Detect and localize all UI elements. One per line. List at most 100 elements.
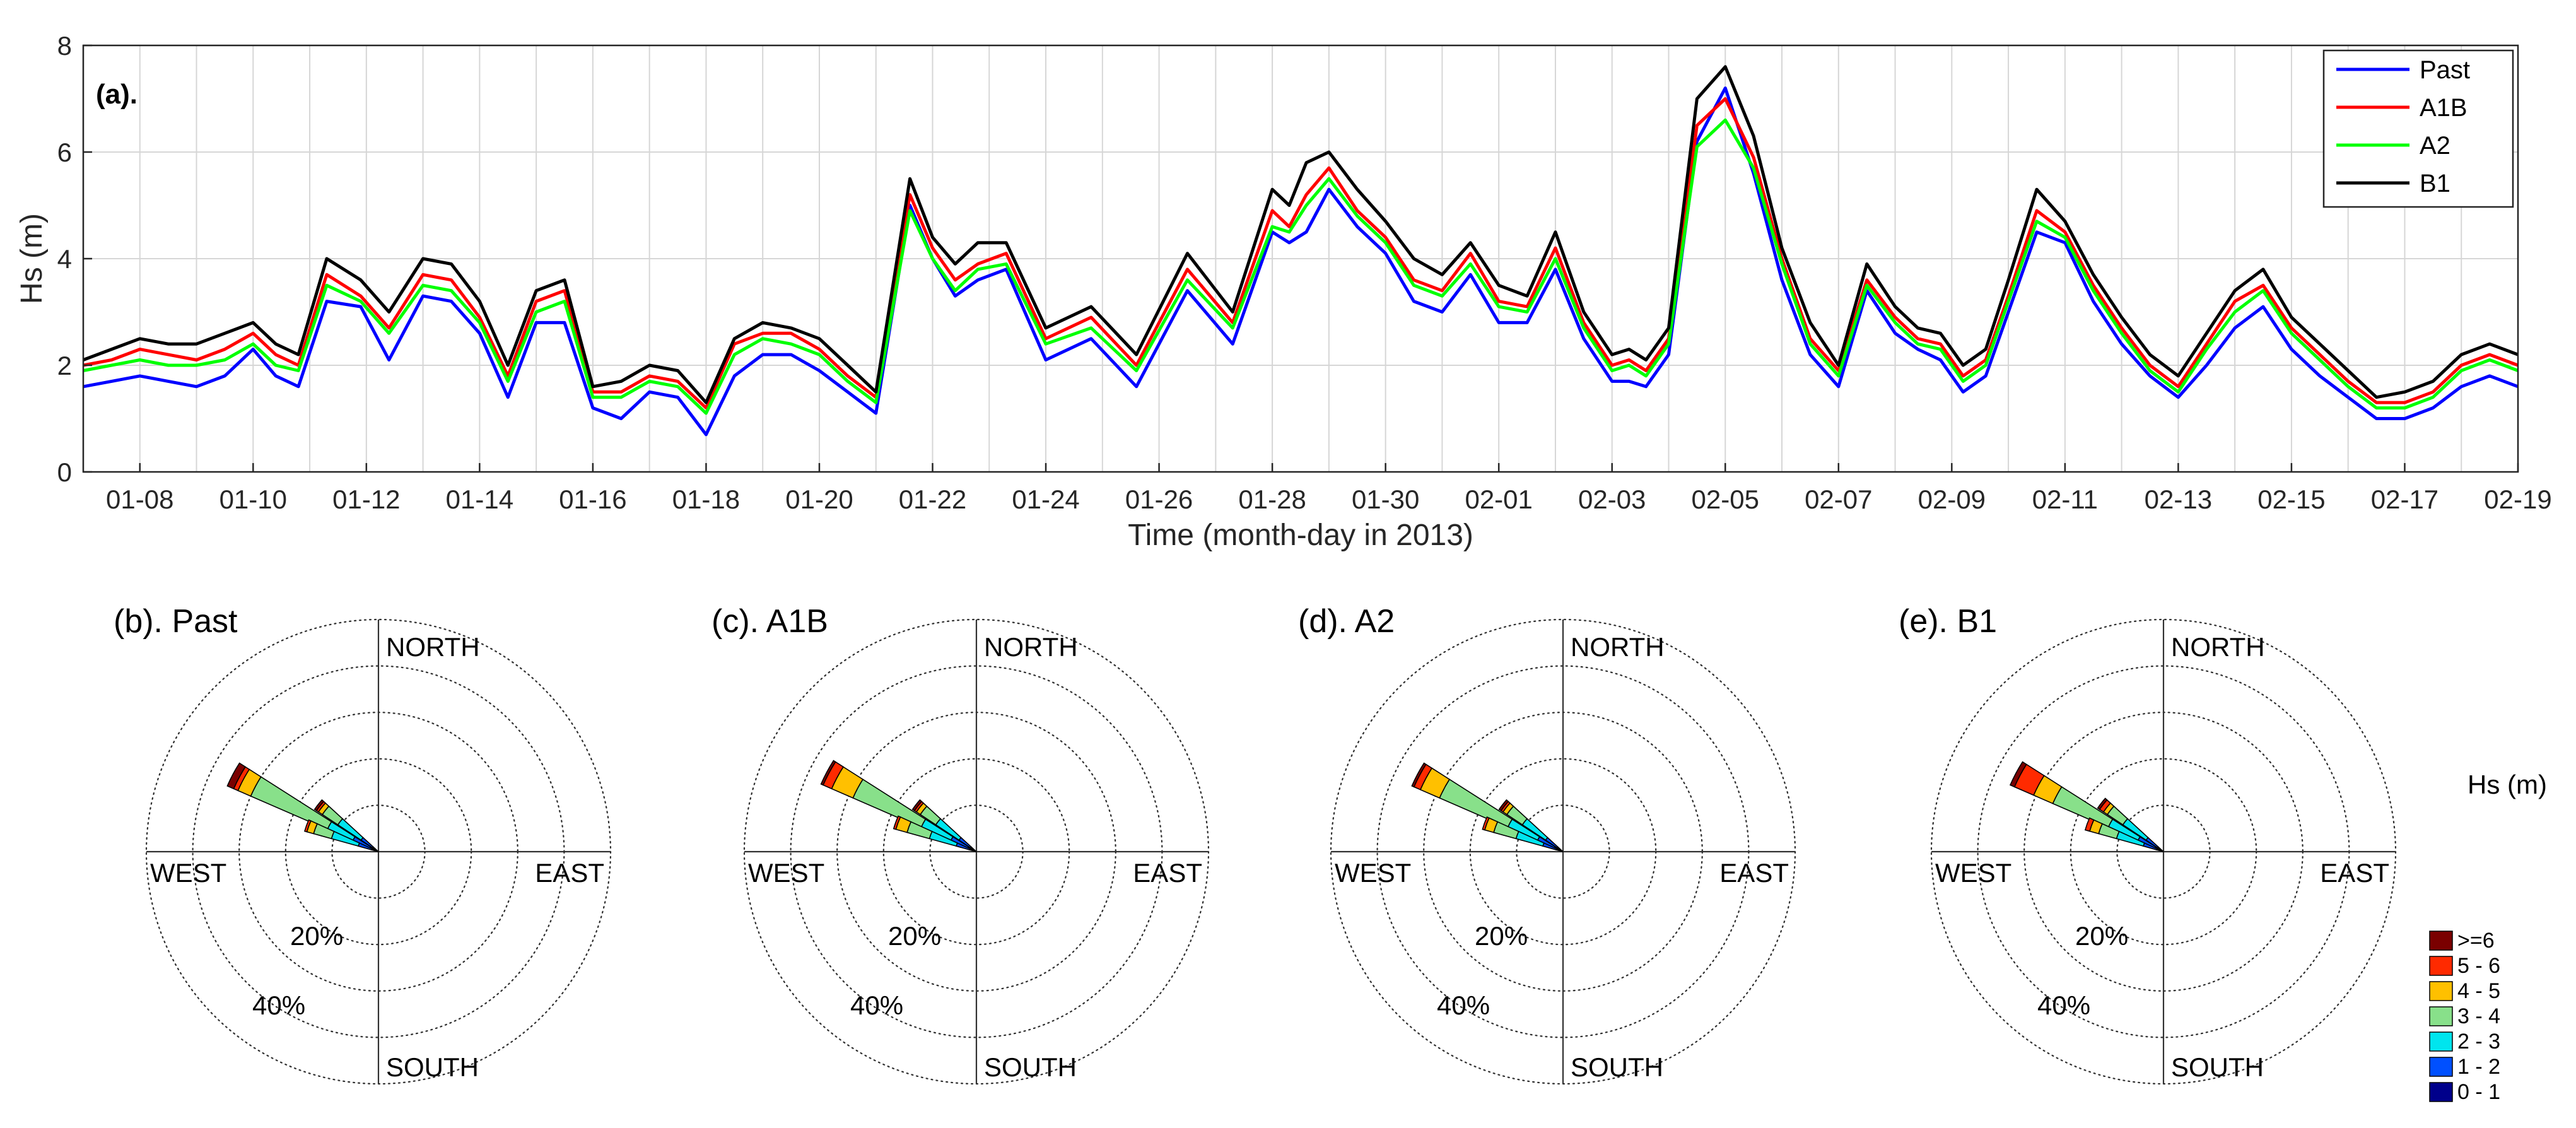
x-tick-label: 01-10 (220, 485, 287, 514)
label-east: EAST (535, 858, 604, 888)
x-axis-ticks: 01-08 01-10 01-12 01-14 01-16 01-18 01-20 01-22… (106, 463, 2552, 514)
hs-legend-label: >=6 (2457, 929, 2495, 953)
rose-wedge-segment (820, 760, 836, 786)
label-south: SOUTH (2171, 1052, 2264, 1082)
x-tick-label: 02-19 (2484, 485, 2551, 514)
series-line-a2 (83, 118, 2519, 415)
hs-legend-label: 0 - 1 (2457, 1080, 2500, 1104)
series-line-b1 (83, 65, 2519, 404)
x-tick-label: 01-22 (899, 485, 966, 514)
label-north: NORTH (386, 632, 480, 662)
hs-legend-label: 3 - 4 (2457, 1004, 2500, 1028)
label-north: NORTH (2171, 632, 2265, 662)
ring-label-20: 20% (1475, 921, 1528, 951)
x-tick-label: 01-30 (1352, 485, 1419, 514)
hs-legend-label: 4 - 5 (2457, 979, 2500, 1003)
label-west: WEST (150, 858, 226, 888)
label-north: NORTH (984, 632, 1078, 662)
x-tick-label: 01-14 (446, 485, 513, 514)
rose-wedge-segment (1498, 799, 1509, 812)
hs-legend-title: Hs (m) (2468, 770, 2547, 799)
rose-title: (d). A2 (1298, 603, 1395, 640)
hs-legend-label: 2 - 3 (2457, 1030, 2500, 1054)
y-tick-label: 4 (57, 244, 72, 274)
series-line-a1b (83, 97, 2519, 410)
x-tick-label: 02-15 (2257, 485, 2325, 514)
legend-label-past: Past (2420, 56, 2470, 84)
x-tick-label: 01-20 (785, 485, 853, 514)
x-tick-label: 01-16 (559, 485, 626, 514)
wind-rose-3: NORTH SOUTH EAST WEST 20% 40% (d). A2 (1298, 603, 1796, 1085)
x-tick-label: 01-28 (1238, 485, 1306, 514)
wind-rose-panels: NORTH SOUTH EAST WEST 20% 40% (b). Past NORTH SO… (114, 603, 2397, 1085)
x-tick-label: 02-05 (1692, 485, 1759, 514)
legend-label-a2: A2 (2420, 132, 2450, 160)
label-east: EAST (2320, 858, 2389, 888)
x-tick-label: 01-26 (1125, 485, 1193, 514)
x-tick-label: 02-07 (1805, 485, 1872, 514)
hs-legend: Hs (m) >=65 - 64 - 53 - 42 - 31 - 20 - 1 (2429, 770, 2547, 1104)
ring-label-40: 40% (850, 990, 903, 1020)
rose-wedge-segment (2084, 817, 2095, 832)
rose-wedge-segment (313, 799, 325, 812)
panel-a-label: (a). (96, 79, 138, 110)
y-axis-label: Hs (m) (15, 213, 49, 304)
rose-wedge-segment (1482, 816, 1490, 831)
ring-label-20: 20% (888, 921, 941, 951)
label-north: NORTH (1571, 632, 1665, 662)
label-east: EAST (1133, 858, 1202, 888)
x-tick-label: 01-24 (1012, 485, 1079, 514)
legend: Past A1B A2 B1 (2322, 49, 2514, 208)
rose-wedge-segment (893, 815, 901, 830)
y-axis-ticks: 0 2 4 6 8 (57, 31, 92, 487)
y-tick-label: 2 (57, 351, 72, 380)
hs-legend-label: 1 - 2 (2457, 1055, 2500, 1079)
x-tick-label: 02-09 (1918, 485, 1986, 514)
legend-label-a1b: A1B (2420, 94, 2468, 122)
ring-label-40: 40% (2037, 990, 2090, 1020)
ring-label-40: 40% (252, 990, 305, 1020)
ring-label-20: 20% (290, 921, 343, 951)
rose-wedge-segment (303, 819, 312, 833)
time-series-panel: 01-08 01-10 01-12 01-14 01-16 01-18 01-20 01-22… (15, 31, 2552, 552)
legend-label-b1: B1 (2420, 170, 2450, 197)
y-tick-label: 0 (57, 457, 72, 487)
x-axis-label: Time (month-day in 2013) (1128, 519, 1473, 552)
x-tick-label: 01-12 (332, 485, 400, 514)
ring-label-40: 40% (1437, 990, 1490, 1020)
label-east: EAST (1719, 858, 1789, 888)
wind-rose-4: NORTH SOUTH EAST WEST 20% 40% (e). B1 (1899, 603, 2397, 1085)
rose-title: (e). B1 (1899, 603, 1997, 640)
hs-legend-label: 5 - 6 (2457, 954, 2500, 978)
hs-legend-swatch (2429, 1082, 2453, 1102)
x-tick-label: 02-11 (2032, 485, 2098, 514)
hs-legend-swatch (2429, 1057, 2453, 1077)
hs-legend-swatch (2429, 1006, 2453, 1026)
wind-rose-1: NORTH SOUTH EAST WEST 20% 40% (b). Past (114, 603, 612, 1085)
label-west: WEST (1335, 858, 1411, 888)
x-tick-label: 02-03 (1578, 485, 1646, 514)
rose-wedge-segment (911, 799, 923, 812)
label-west: WEST (748, 858, 824, 888)
rose-title: (c). A1B (711, 603, 828, 640)
rose-wedge-segment (2009, 761, 2027, 788)
hs-legend-swatch (2429, 956, 2453, 976)
label-west: WEST (1935, 858, 2011, 888)
x-tick-label: 02-01 (1465, 485, 1532, 514)
hs-legend-swatch (2429, 1031, 2453, 1052)
rose-wedge-segment (226, 762, 247, 790)
ring-label-20: 20% (2075, 921, 2128, 951)
rose-title: (b). Past (114, 603, 238, 640)
y-tick-label: 6 (57, 138, 72, 167)
label-south: SOUTH (386, 1052, 479, 1082)
label-south: SOUTH (1571, 1052, 1663, 1082)
x-tick-label: 01-18 (672, 485, 740, 514)
hs-legend-swatch (2429, 931, 2453, 951)
series-lines (83, 65, 2519, 437)
x-tick-label: 02-13 (2145, 485, 2212, 514)
rose-wedge-segment (2097, 797, 2108, 811)
hs-legend-swatch (2429, 981, 2453, 1001)
x-tick-label: 01-08 (106, 485, 173, 514)
wind-rose-2: NORTH SOUTH EAST WEST 20% 40% (c). A1B (711, 603, 1210, 1085)
